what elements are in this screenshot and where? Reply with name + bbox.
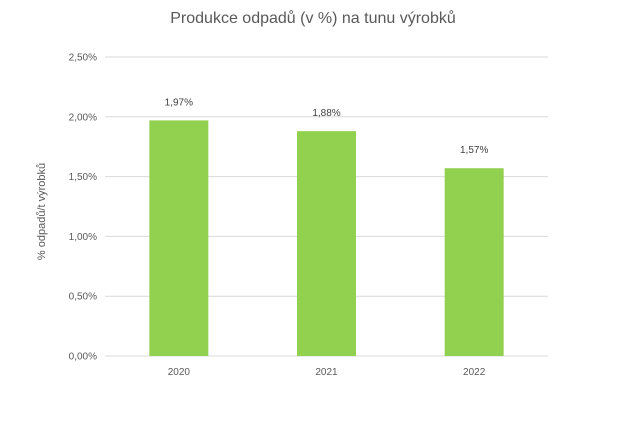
y-tick-label: 1,50%	[69, 172, 97, 183]
x-tick-label: 2020	[168, 367, 191, 378]
labels: 0,00% 0,50% 1,00% 1,50% 2,00% 2,50% 1,97% 2020 1…	[69, 53, 489, 379]
bar	[149, 120, 209, 356]
y-tick-label: 0,50%	[69, 292, 97, 303]
y-tick-label: 2,50%	[69, 53, 97, 64]
x-tick-label: 2022	[463, 367, 486, 378]
y-axis-title: % odpadů/t výrobků	[36, 163, 48, 260]
y-tick-label: 0,00%	[69, 352, 97, 363]
data-label: 1,97%	[165, 97, 193, 108]
data-label: 1,57%	[460, 145, 488, 156]
bar	[444, 168, 504, 356]
data-label: 1,88%	[312, 108, 340, 119]
y-tick-label: 1,00%	[69, 232, 97, 243]
x-tick-label: 2021	[315, 367, 338, 378]
bars	[149, 120, 504, 356]
bar	[297, 131, 356, 356]
chart-title: Produkce odpadů (v %) na tunu výrobků	[170, 10, 456, 27]
y-tick-label: 2,00%	[69, 112, 97, 123]
